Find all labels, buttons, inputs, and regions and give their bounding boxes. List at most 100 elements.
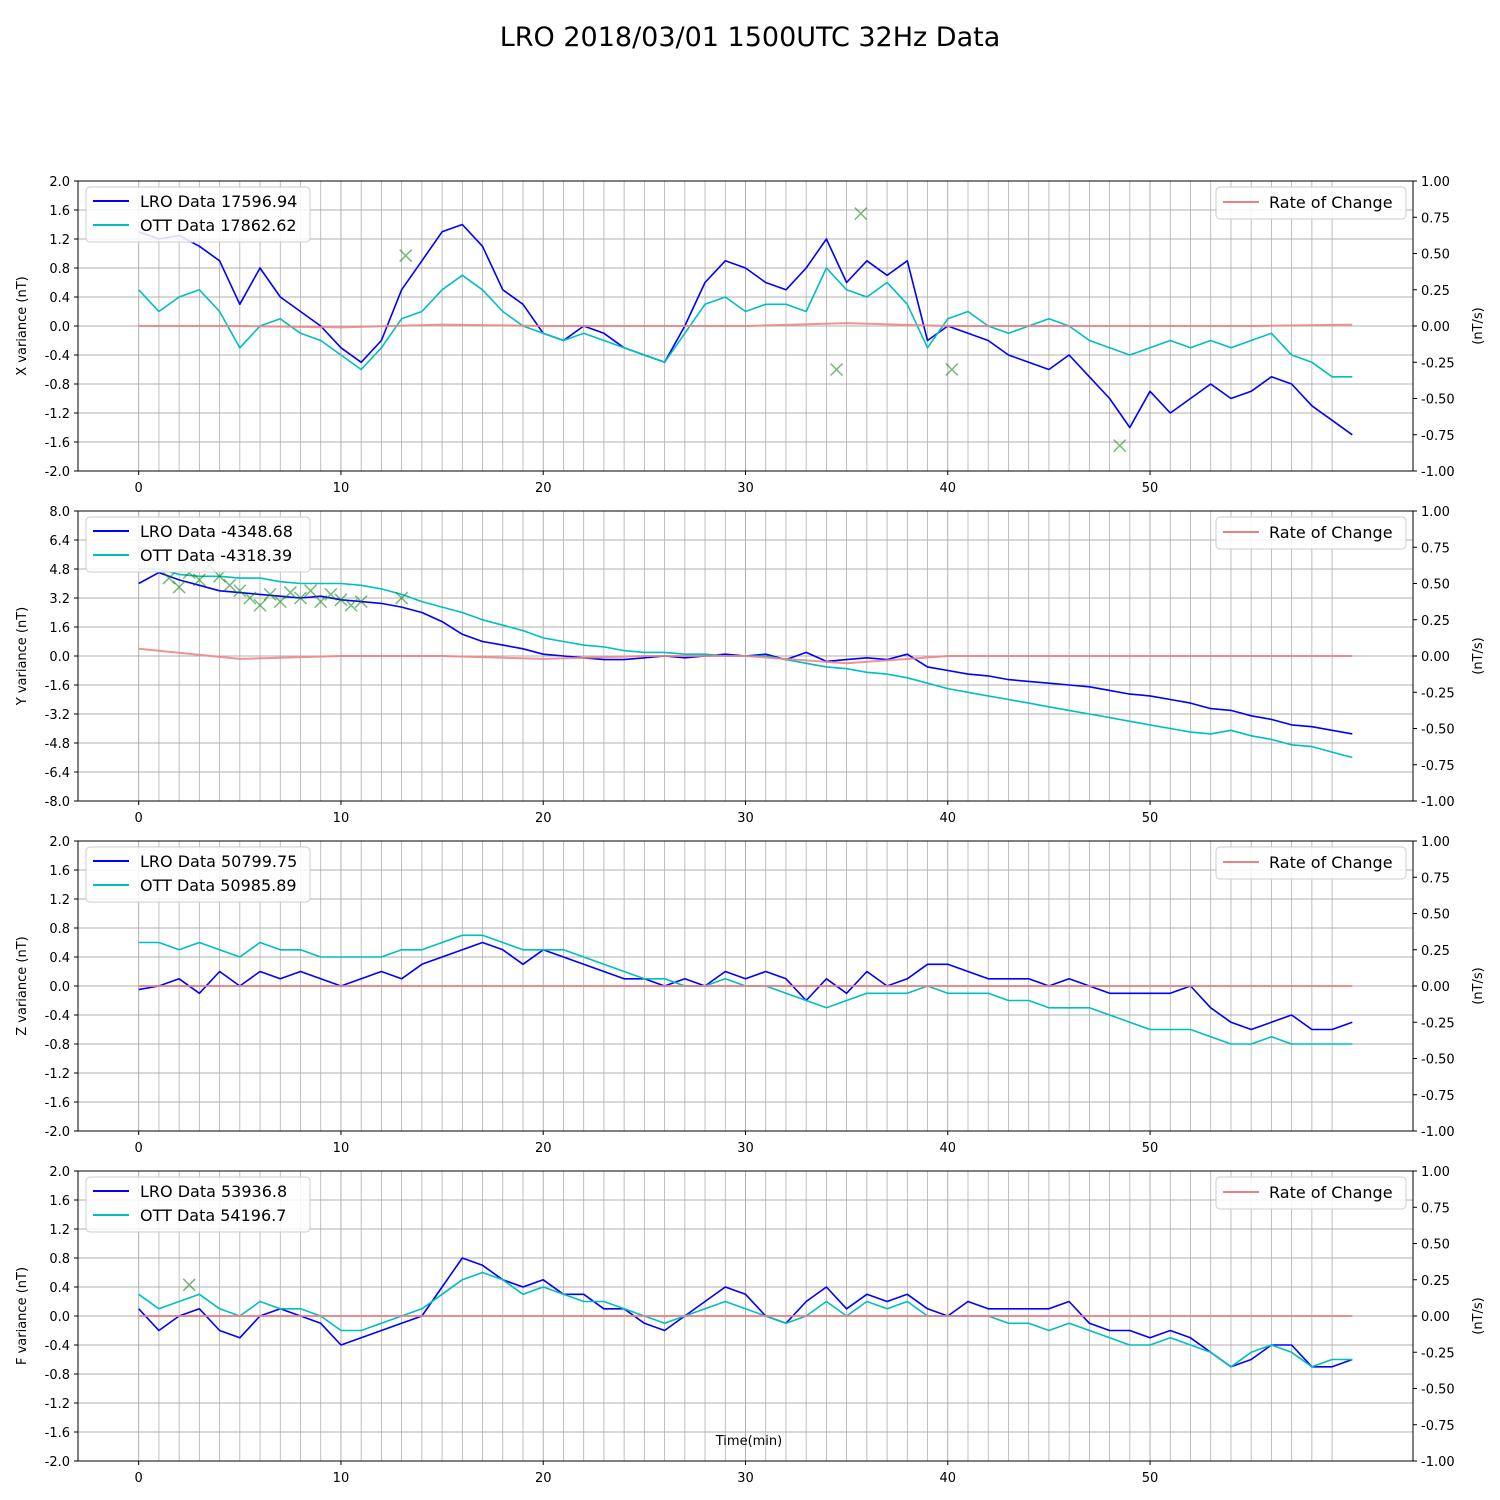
x-tick-label: 40 [939,1471,956,1486]
y2-tick-label: -0.25 [1421,1016,1455,1031]
anomaly-marker [182,1278,196,1292]
y2-tick-label: 0.25 [1421,284,1450,299]
y-tick-label: -1.6 [45,436,70,451]
anomaly-marker [334,593,348,607]
x-tick-label: 30 [737,1471,754,1486]
y-tick-label: -1.2 [45,407,70,422]
y2-tick-label: 1.00 [1421,175,1450,190]
panel-1: 2.0 1.6 1.2 0.8 0.4 0.0 -0.4 -0.8 -1.2 -1.6 -2.0 1.… [15,175,1486,496]
x-tick-label: 0 [135,1141,143,1156]
y2-tick-label: 0.50 [1421,578,1450,593]
x-tick-label: 0 [135,1471,143,1486]
y2-tick-label: 0.75 [1421,211,1450,226]
legend-label: Rate of Change [1269,523,1393,542]
y-tick-label: 1.6 [49,204,70,219]
y2-tick-label: -0.25 [1421,356,1455,371]
x-tick-label: 50 [1142,1141,1159,1156]
anomaly-marker [192,573,206,587]
y2-tick-label: -0.25 [1421,686,1455,701]
y-tick-label: -1.2 [45,1397,70,1412]
x-tick-label: 20 [535,1471,552,1486]
y-tick-label: -1.6 [45,1096,70,1111]
legend-box [85,186,311,243]
anomaly-marker [172,580,186,594]
legend-right: Rate of Change [1215,846,1407,880]
y2-tick-label: -0.75 [1421,1419,1455,1434]
anomaly-marker [945,362,959,377]
y2-tick-label: -0.75 [1421,429,1455,444]
y-tick-label: -2.0 [45,1125,70,1140]
x-tick-label: 20 [535,1141,552,1156]
legend-label: LRO Data 50799.75 [140,852,297,871]
y2-tick-label: -0.25 [1421,1346,1455,1361]
y2-axis-label: (nT/s) [1471,967,1486,1004]
anomaly-marker [344,598,358,612]
y2-axis-label: (nT/s) [1471,1297,1486,1334]
anomaly-marker [395,591,409,605]
legend-label: Rate of Change [1269,193,1393,212]
figure-title: LRO 2018/03/01 1500UTC 32Hz Data [499,22,1001,53]
plot-frame [77,840,1414,1132]
legend-label: Rate of Change [1269,1183,1393,1202]
y-tick-label: -1.2 [45,1067,70,1082]
y2-tick-label: 0.25 [1421,614,1450,629]
y-tick-label: 3.2 [49,592,70,607]
legend-label: LRO Data -4348.68 [140,522,293,541]
y2-tick-label: 0.50 [1421,908,1450,923]
y2-tick-label: 0.50 [1421,248,1450,263]
anomaly-marker [399,249,413,263]
x-tick-label: 50 [1142,481,1159,496]
x-tick-label: 40 [939,1141,956,1156]
ott-series-line [138,267,1353,378]
y2-tick-label: 0.00 [1421,980,1450,995]
plot-frame [77,510,1414,802]
y-tick-label: 0.8 [49,262,70,277]
y-tick-label: -8.0 [45,795,70,810]
y-tick-label: -0.4 [45,349,70,364]
y2-tick-label: 0.75 [1421,871,1450,886]
legend-right: Rate of Change [1215,1176,1407,1210]
legend-label: LRO Data 17596.94 [140,192,297,211]
legend-left: LRO Data 50799.75 OTT Data 50985.89 [85,846,311,903]
y2-tick-label: -0.50 [1421,393,1455,408]
anomaly-marker [223,578,237,592]
anomaly-marker [854,207,868,221]
x-tick-label: 30 [737,811,754,826]
y-tick-label: -0.8 [45,1368,70,1383]
y-axis-label: X variance (nT) [15,276,30,375]
x-tick-label: 20 [535,481,552,496]
anomaly-marker [233,584,247,598]
legend-box [85,516,311,573]
x-tick-label: 30 [737,1141,754,1156]
y-tick-label: 1.6 [49,1194,70,1209]
y-tick-label: 0.0 [49,650,70,665]
legend-box [85,1176,311,1233]
ott-series-line [138,1271,1353,1368]
y-tick-label: 0.0 [49,320,70,335]
legend-label: OTT Data 50985.89 [140,876,297,895]
y-tick-label: -0.4 [45,1009,70,1024]
y-tick-label: 1.6 [49,621,70,636]
legend-box [1215,846,1407,880]
anomaly-marker [829,362,844,377]
y-tick-label: 8.0 [49,505,70,520]
y2-tick-label: 0.25 [1421,944,1450,959]
legend-left: LRO Data -4348.68 OTT Data -4318.39 [85,516,311,573]
y-tick-label: -4.8 [45,737,70,752]
legend-box [85,846,311,903]
y-tick-label: -2.0 [45,465,70,480]
y2-tick-label: 1.00 [1421,1165,1450,1180]
y2-tick-label: -0.75 [1421,759,1455,774]
x-tick-label: 20 [535,811,552,826]
y-tick-label: -1.6 [45,1426,70,1441]
y-tick-label: 4.8 [49,563,70,578]
legend-right: Rate of Change [1215,186,1407,220]
y2-tick-label: 0.00 [1421,650,1450,665]
panel-4: 2.0 1.6 1.2 0.8 0.4 0.0 -0.4 -0.8 -1.2 -1.6 -2.0 1.… [15,1165,1486,1486]
y-tick-label: 1.2 [49,893,70,908]
y-tick-label: 6.4 [49,534,70,549]
y-tick-label: 0.8 [49,1252,70,1267]
y2-axis-label: (nT/s) [1471,307,1486,344]
y2-tick-label: -0.50 [1421,1383,1455,1398]
